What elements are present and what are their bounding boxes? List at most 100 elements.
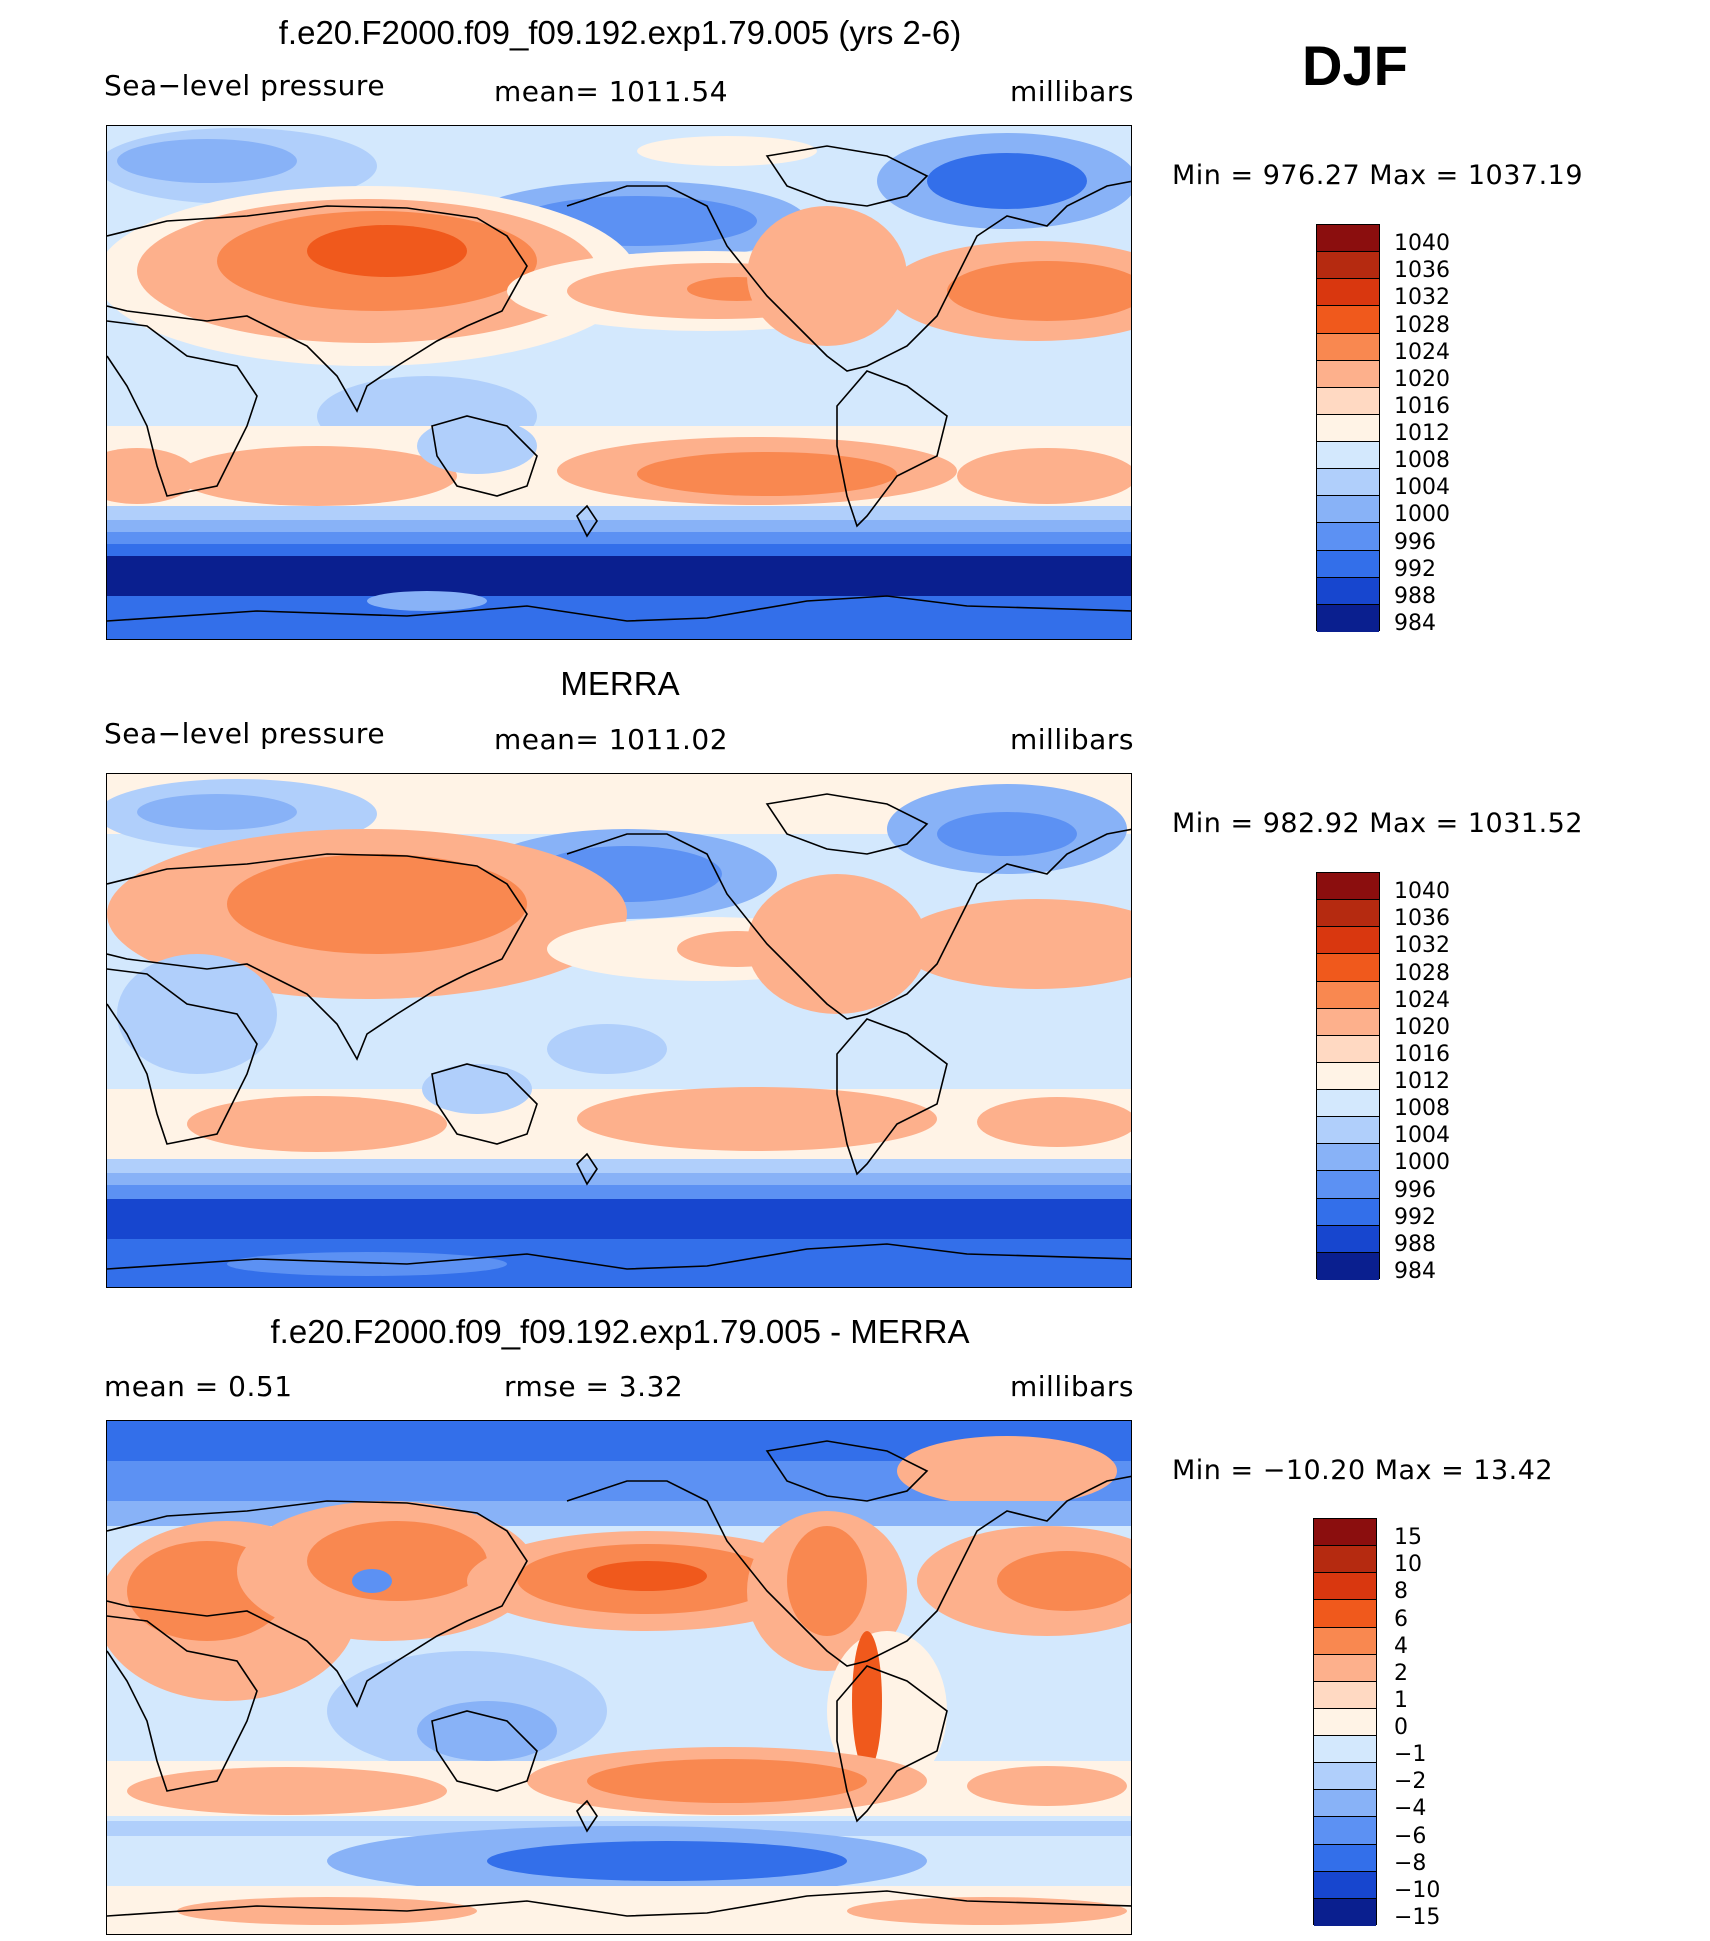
panel3-minmax: Min = −10.20 Max = 13.42 (1172, 1455, 1554, 1486)
colorbar-label: 1024 (1394, 339, 1450, 365)
field-band (107, 448, 197, 504)
field-band (637, 452, 897, 496)
colorbar-swatch (1314, 1790, 1376, 1818)
panel1-colorbar (1316, 224, 1380, 632)
colorbar-label: 1028 (1394, 960, 1450, 986)
panel1-variable: Sea−level pressure (104, 69, 386, 102)
colorbar-label: 0 (1394, 1715, 1408, 1741)
colorbar-label: −4 (1394, 1796, 1427, 1822)
colorbar-swatch (1314, 1871, 1376, 1899)
colorbar-swatch (1314, 1681, 1376, 1709)
panel1-title: f.e20.F2000.f09_f09.192.exp1.79.005 (yrs… (278, 14, 962, 51)
panel2-units: millibars (1010, 723, 1134, 756)
colorbar-swatch (1317, 1035, 1379, 1063)
field-band (577, 1087, 937, 1151)
colorbar-swatch (1317, 414, 1379, 442)
colorbar-swatch (1317, 873, 1379, 901)
colorbar-label: 1036 (1394, 906, 1450, 932)
field-band (107, 506, 1131, 520)
colorbar-swatch (1317, 550, 1379, 578)
colorbar-swatch (1317, 1144, 1379, 1172)
colorbar-swatch (1317, 1117, 1379, 1145)
colorbar-swatch (1317, 604, 1379, 632)
colorbar-label: −1 (1394, 1742, 1427, 1768)
field-band (587, 1561, 707, 1591)
colorbar-swatch (1317, 1252, 1379, 1280)
colorbar-swatch (1317, 252, 1379, 280)
colorbar-label: 992 (1394, 556, 1436, 582)
panel2-mean: mean= 1011.02 (494, 723, 729, 756)
field-band (977, 1097, 1131, 1147)
colorbar-swatch (1317, 469, 1379, 497)
colorbar-label: 1008 (1394, 1096, 1450, 1122)
colorbar-label: 8 (1394, 1579, 1408, 1605)
field-band (107, 544, 1131, 556)
field-band (637, 136, 817, 166)
field-band (367, 591, 487, 611)
colorbar-swatch (1314, 1736, 1376, 1764)
colorbar-label: 1028 (1394, 312, 1450, 338)
colorbar-swatch (1314, 1546, 1376, 1574)
field-band (107, 1185, 1131, 1199)
field-band (747, 206, 907, 346)
panel3-title: f.e20.F2000.f09_f09.192.exp1.79.005 - ME… (270, 1313, 970, 1350)
colorbar-label: −2 (1394, 1769, 1427, 1795)
field-band (997, 1551, 1131, 1611)
colorbar-swatch (1314, 1573, 1376, 1601)
field-band (587, 1759, 867, 1803)
panel3-map (106, 1420, 1132, 1935)
colorbar-swatch (1317, 1008, 1379, 1036)
field-band (927, 153, 1087, 209)
colorbar-swatch (1314, 1519, 1376, 1547)
colorbar-swatch (1317, 1171, 1379, 1199)
colorbar-label: 1016 (1394, 1041, 1450, 1067)
colorbar-swatch (1314, 1654, 1376, 1682)
colorbar-label: 984 (1394, 1259, 1436, 1284)
panel2-title: MERRA (560, 665, 680, 702)
colorbar-label: −15 (1394, 1905, 1441, 1930)
colorbar-label: 1036 (1394, 258, 1450, 284)
field-band (117, 954, 277, 1074)
field-band (852, 1631, 882, 1771)
colorbar-label: −10 (1394, 1877, 1441, 1903)
colorbar-label: 1008 (1394, 448, 1450, 474)
panel2-minmax: Min = 982.92 Max = 1031.52 (1172, 808, 1584, 839)
field-band (227, 854, 527, 954)
colorbar-label: 15 (1394, 1525, 1422, 1551)
panel1-mean: mean= 1011.54 (494, 75, 729, 108)
colorbar-label: 1020 (1394, 366, 1450, 392)
colorbar-label: 1020 (1394, 1014, 1450, 1040)
season-label: DJF (1302, 34, 1408, 97)
field-band (547, 1024, 667, 1074)
colorbar-swatch (1317, 1198, 1379, 1226)
colorbar-swatch (1317, 1090, 1379, 1118)
field-band (107, 520, 1131, 532)
field-band (947, 261, 1131, 321)
colorbar-swatch (1314, 1708, 1376, 1736)
field-band (747, 874, 927, 1014)
colorbar-label: 1012 (1394, 421, 1450, 447)
field-band (417, 418, 537, 474)
colorbar-label: 996 (1394, 529, 1436, 555)
colorbar-label: 988 (1394, 583, 1436, 609)
colorbar-swatch (1317, 954, 1379, 982)
panel3-colorbar (1313, 1518, 1377, 1926)
field-band (107, 556, 1131, 596)
panel3-rmse: rmse = 3.32 (504, 1370, 684, 1403)
panel1-minmax: Min = 976.27 Max = 1037.19 (1172, 160, 1584, 191)
colorbar-swatch (1317, 1062, 1379, 1090)
colorbar-swatch (1317, 577, 1379, 605)
colorbar-label: 1016 (1394, 393, 1450, 419)
field-band (127, 1767, 447, 1815)
colorbar-swatch (1317, 442, 1379, 470)
field-band (117, 139, 297, 183)
colorbar-label: 984 (1394, 611, 1436, 636)
colorbar-label: 1000 (1394, 502, 1450, 528)
colorbar-label: 1040 (1394, 879, 1450, 905)
colorbar-label: 988 (1394, 1231, 1436, 1257)
field-band (957, 448, 1131, 504)
colorbar-swatch (1314, 1600, 1376, 1628)
field-band (107, 532, 1131, 544)
field-band (107, 1199, 1131, 1239)
field-band (352, 1569, 392, 1593)
